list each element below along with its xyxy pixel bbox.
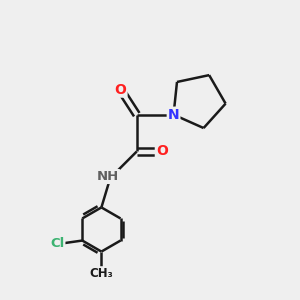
Text: NH: NH (97, 170, 119, 183)
Text: CH₃: CH₃ (89, 267, 113, 280)
Text: Cl: Cl (50, 237, 64, 250)
Text: O: O (156, 145, 168, 158)
Text: O: O (115, 82, 127, 97)
Text: N: N (168, 108, 179, 122)
